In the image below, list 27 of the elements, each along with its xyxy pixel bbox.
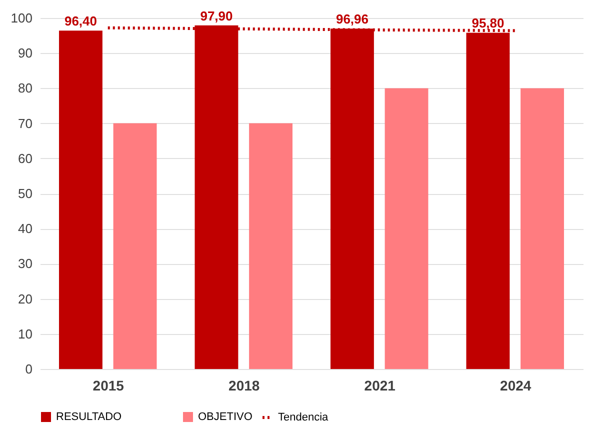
y-tick-label: 20 — [18, 291, 32, 306]
bar — [249, 123, 292, 369]
bar — [520, 88, 564, 369]
y-tick-label: 40 — [18, 221, 32, 236]
y-tick-label: 80 — [18, 80, 32, 96]
x-tick-label: 2021 — [364, 378, 396, 394]
bar — [384, 88, 428, 369]
legend-label: OBJETIVO — [198, 411, 253, 423]
x-tick-label: 2015 — [92, 378, 124, 394]
legend-label: Tendencia — [278, 412, 330, 424]
y-tick-label: 70 — [18, 116, 32, 131]
data-label: 96,96 — [336, 12, 368, 27]
data-label: 97,90 — [200, 8, 233, 24]
x-tick-label: 2024 — [500, 378, 532, 394]
legend-label: RESULTADO — [56, 411, 122, 423]
y-tick-label: 100 — [10, 10, 32, 26]
y-tick-label: 60 — [18, 150, 32, 166]
x-tick-label: 2018 — [228, 378, 260, 394]
y-tick-label: 50 — [18, 186, 32, 201]
bar — [59, 30, 102, 369]
y-tick-label: 30 — [18, 256, 32, 272]
y-tick-label: 10 — [18, 326, 32, 342]
data-label: 95,80 — [472, 16, 504, 31]
y-tick-label: 0 — [25, 362, 32, 376]
bar — [113, 123, 157, 369]
data-label: 96,40 — [64, 14, 97, 29]
y-tick-label: 90 — [18, 46, 32, 61]
